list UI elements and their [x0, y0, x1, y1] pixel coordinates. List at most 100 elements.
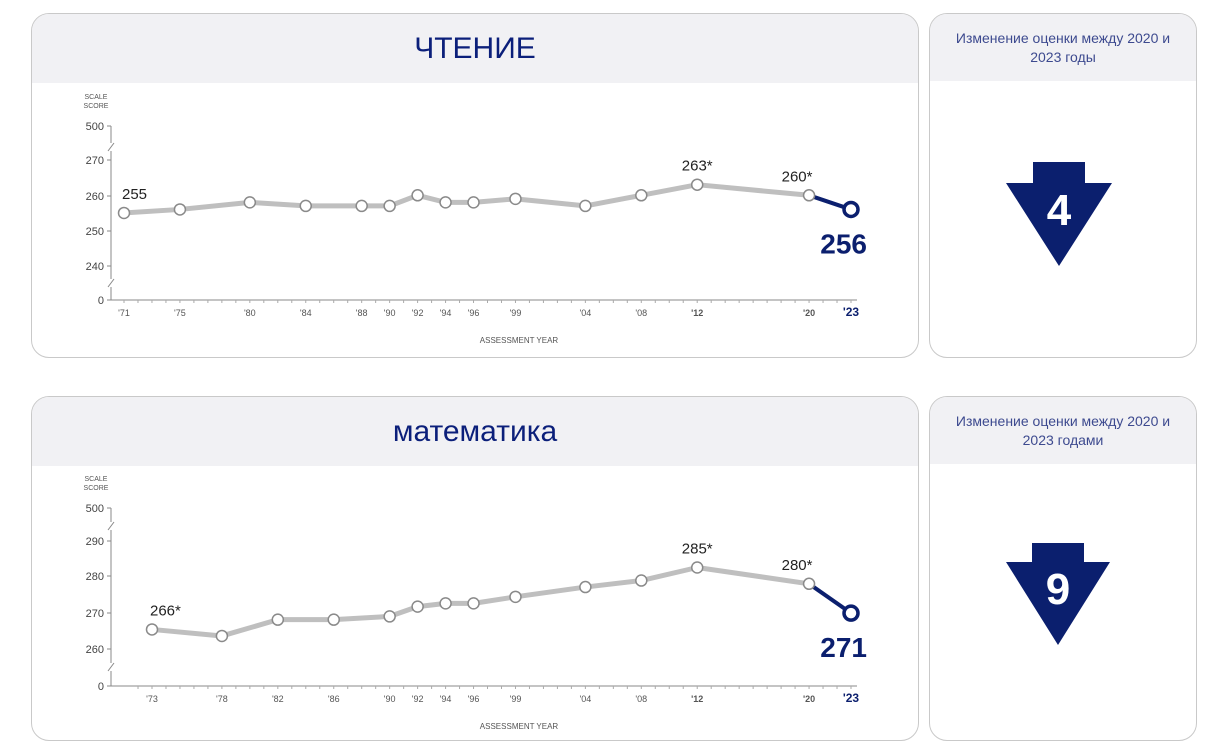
highlight-point [842, 604, 860, 622]
data-label: 266* [150, 602, 181, 619]
highlight-value-label: 271 [820, 632, 867, 663]
y-axis-break-mark [107, 662, 115, 672]
x-tick-label: '12 [691, 308, 703, 318]
math-down-arrow-icon [1006, 543, 1110, 645]
reading-change-title: Изменение оценки между 2020 и 2023 годы [955, 29, 1171, 65]
data-label: 280* [782, 557, 813, 574]
x-tick-label: '82 [272, 694, 284, 704]
data-point [635, 574, 648, 587]
data-point [690, 178, 704, 191]
y-axis-title-line2: SCORE [84, 485, 109, 492]
x-tick-label: '04 [579, 308, 591, 318]
x-tick-label: '71 [118, 308, 130, 318]
reading-change-header: Изменение оценки между 2020 и 2023 годы [930, 14, 1196, 81]
x-tick-label: '23 [843, 305, 860, 319]
reading-change-arrow: 4 [1006, 162, 1112, 266]
x-tick-label: '96 [468, 308, 480, 318]
y-tick-label: 270 [86, 155, 104, 167]
data-point [635, 189, 648, 202]
y-axis-break-mark [107, 521, 115, 531]
data-point [173, 203, 187, 216]
data-point [509, 192, 522, 206]
y-axis-title-line1: SCALE [85, 476, 108, 483]
data-label: 263* [682, 158, 713, 175]
math-change-value: 9 [1046, 565, 1070, 614]
math-change-title: Изменение оценки между 2020 и 2023 годам… [955, 412, 1171, 448]
y-axis-break-mark [107, 278, 115, 288]
y-tick-label: 0 [98, 681, 104, 693]
data-point [802, 189, 816, 202]
data-point [579, 199, 592, 213]
data-point [411, 189, 424, 202]
data-point [117, 206, 131, 220]
series-line [123, 182, 810, 216]
data-point [243, 196, 257, 209]
x-tick-label: '90 [384, 694, 396, 704]
y-tick-label: 240 [86, 261, 104, 273]
data-point [299, 199, 312, 213]
math-change-header: Изменение оценки между 2020 и 2023 годам… [930, 397, 1196, 464]
x-axis-title: ASSESSMENT YEAR [480, 722, 559, 731]
y-tick-label: 270 [86, 608, 104, 620]
data-point [145, 623, 159, 636]
reading-chart-title: ЧТЕНИЕ [414, 31, 536, 65]
highlight-value-label: 256 [820, 228, 867, 259]
y-axis-break-mark [107, 142, 115, 152]
data-point [215, 629, 229, 643]
y-tick-label: 0 [98, 295, 104, 307]
x-axis-title: ASSESSMENT YEAR [480, 336, 559, 345]
x-tick-label: '20 [803, 308, 815, 318]
x-tick-label: '86 [328, 694, 340, 704]
data-point [467, 196, 480, 209]
x-tick-label: '20 [803, 694, 815, 704]
x-tick-label: '99 [510, 308, 522, 318]
data-point [383, 199, 396, 213]
data-point [439, 196, 452, 209]
data-label: 285* [682, 541, 713, 558]
math-chart-title: математика [392, 414, 558, 448]
y-axis-title-line2: SCORE [84, 103, 109, 110]
data-point [271, 613, 285, 626]
data-label: 255 [122, 186, 147, 203]
x-tick-label: '23 [843, 691, 860, 705]
data-point [411, 600, 424, 613]
reading-chart-header: ЧТЕНИЕ [32, 14, 918, 83]
x-tick-label: '04 [580, 694, 592, 704]
data-point [690, 561, 704, 574]
x-tick-label: '92 [412, 308, 424, 318]
y-tick-label: 280 [86, 571, 104, 583]
x-tick-label: '88 [356, 308, 368, 318]
y-axis-title-line1: SCALE [85, 94, 108, 101]
x-tick-label: '99 [510, 694, 522, 704]
x-tick-label: '94 [440, 694, 452, 704]
x-tick-label: '80 [244, 308, 256, 318]
highlight-point [842, 200, 860, 219]
data-point [467, 597, 480, 610]
math-chart-panel: математика [31, 396, 919, 741]
x-tick-label: '75 [174, 308, 186, 318]
y-tick-label: 260 [86, 191, 104, 203]
data-point [327, 613, 340, 626]
y-tick-label: 290 [86, 536, 104, 548]
data-label: 260* [782, 168, 813, 185]
math-change-panel: Изменение оценки между 2020 и 2023 годам… [929, 396, 1197, 741]
y-tick-label: 250 [86, 226, 104, 238]
reading-down-arrow-icon [1006, 162, 1112, 266]
x-tick-label: '78 [216, 694, 228, 704]
data-point [802, 577, 816, 591]
x-tick-label: '08 [635, 694, 647, 704]
y-tick-label: 260 [86, 644, 104, 656]
reading-change-value: 4 [1047, 186, 1072, 235]
data-point [383, 610, 396, 623]
x-tick-label: '96 [468, 694, 480, 704]
math-chart-header: математика [32, 397, 918, 466]
y-tick-label: 500 [86, 503, 104, 515]
x-tick-label: '94 [440, 308, 452, 318]
x-tick-label: '12 [691, 694, 703, 704]
x-tick-label: '90 [384, 308, 396, 318]
y-tick-label: 500 [86, 121, 104, 133]
x-tick-label: '84 [300, 308, 312, 318]
